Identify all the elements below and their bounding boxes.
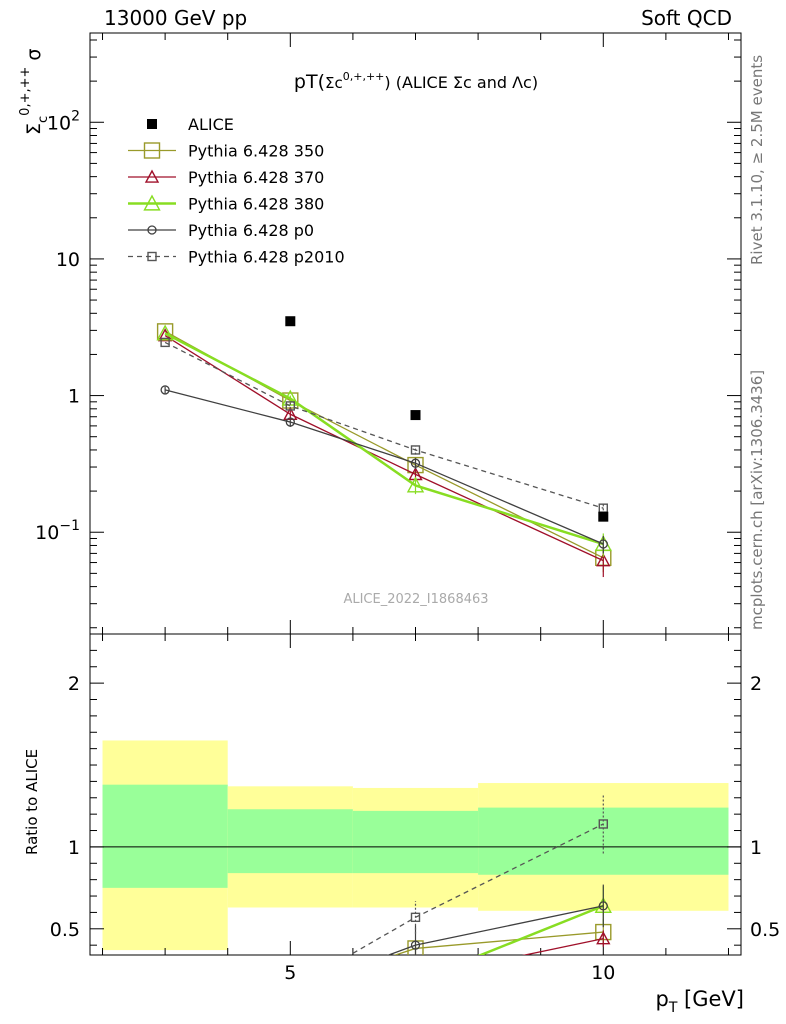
legend-label: Pythia 6.428 380	[188, 195, 324, 214]
point-pythia-6-428-380	[408, 974, 423, 988]
point-pythia-6-428-p2010	[410, 445, 421, 455]
y-tick-label-ratio-right: 0.5	[750, 919, 780, 941]
ratio-uncertainty-bands	[102, 740, 729, 951]
y-tick-label-ratio: 1	[68, 837, 80, 859]
series-pythia-6-428-370-ratio	[159, 930, 611, 1007]
series-line-pythia-6-428-370	[521, 937, 604, 955]
legend-label: Pythia 6.428 370	[188, 168, 324, 187]
point-pythia-6-428-p0	[598, 539, 608, 549]
legend-marker	[147, 251, 157, 262]
point-alice	[285, 316, 296, 327]
legend-marker	[144, 169, 160, 183]
point-pythia-6-428-p2010	[286, 985, 294, 993]
band-green-0	[102, 784, 228, 888]
header-right-label: Soft QCD	[641, 6, 732, 30]
point-pythia-6-428-p0	[286, 987, 294, 995]
point-pythia-6-428-p0	[598, 901, 608, 911]
point-pythia-6-428-p0	[410, 458, 421, 468]
point-pythia-6-428-p2010	[285, 401, 296, 411]
point-pythia-6-428-p0	[160, 385, 170, 395]
legend-marker	[143, 142, 161, 159]
series-pythia-6-428-380-main	[156, 324, 612, 557]
point-pythia-6-428-p0	[410, 940, 421, 950]
series-line-pythia-6-428-p0	[386, 905, 604, 955]
series-pythia-6-428-p0-main	[160, 385, 608, 554]
series-pythia-6-428-p2010-ratio	[161, 794, 608, 1005]
legend-label: ALICE	[188, 115, 234, 134]
point-pythia-6-428-370	[410, 972, 422, 983]
series-pythia-6-428-350-main	[156, 323, 612, 573]
band-green-1	[227, 809, 353, 874]
point-pythia-6-428-370	[284, 985, 296, 996]
legend-label: Pythia 6.428 350	[188, 142, 324, 161]
point-pythia-6-428-380	[283, 984, 298, 998]
y-tick-label-main: 102	[47, 108, 80, 134]
legend-item-pythia-6-428-380: Pythia 6.428 380	[128, 195, 324, 214]
y-tick-label-ratio: 0.5	[50, 919, 80, 941]
chart-labels: pT(Σc0,+,++) (ALICE Σc and Λc) Σc0,+,++ σ…	[18, 49, 744, 1016]
point-alice	[598, 511, 609, 522]
legend-label: Pythia 6.428 p0	[188, 221, 314, 240]
y-tick-label-main: 1	[68, 386, 80, 408]
legend-marker	[147, 225, 157, 235]
series-line-pythia-6-428-380	[164, 332, 604, 546]
legend-marker	[143, 194, 161, 211]
series-line-pythia-6-428-p2010	[164, 341, 604, 509]
series-line-pythia-6-428-350	[393, 931, 604, 955]
point-pythia-6-428-380	[156, 324, 174, 341]
legend: ALICE Pythia 6.428 350 Pythia 6.428 370 Pyt…	[128, 115, 345, 267]
legend-item-alice: ALICE	[147, 115, 234, 134]
y-tick-label-ratio: 2	[68, 673, 80, 695]
point-pythia-6-428-p0	[161, 998, 169, 1006]
legend-item-pythia-6-428-350: Pythia 6.428 350	[128, 142, 324, 161]
y-tick-label-ratio-right: 1	[750, 837, 762, 859]
point-pythia-6-428-350	[283, 982, 298, 997]
point-pythia-6-428-p0	[285, 417, 295, 427]
point-pythia-6-428-350	[158, 993, 173, 1008]
main-panel-series	[156, 316, 612, 578]
chart-title: pT(Σc0,+,++) (ALICE Σc and Λc)	[294, 70, 538, 93]
series-line-pythia-6-428-370	[164, 334, 604, 562]
main-panel-axes: 10−1 1 10 102	[35, 32, 742, 635]
band-green-2	[352, 810, 479, 874]
point-pythia-6-428-p2010	[161, 997, 169, 1005]
ratio-panel-series	[158, 794, 612, 1009]
header-left-label: 13000 GeV pp	[104, 6, 248, 30]
point-pythia-6-428-380	[406, 476, 425, 493]
point-pythia-6-428-p2010	[160, 337, 170, 348]
x-tick-label: 5	[284, 962, 296, 984]
point-pythia-6-428-370	[596, 931, 611, 945]
analysis-watermark: ALICE_2022_I1868463	[343, 592, 488, 607]
series-line-pythia-6-428-380	[477, 904, 604, 955]
point-pythia-6-428-p2010	[598, 819, 608, 829]
y-axis-label-main: Σc0,+,++ σ	[18, 49, 51, 135]
y-tick-label-main: 10	[56, 249, 80, 271]
point-pythia-6-428-380	[281, 389, 299, 406]
series-line-pythia-6-428-p0	[164, 389, 604, 545]
legend-label: Pythia 6.428 p2010	[188, 248, 345, 267]
point-pythia-6-428-p2010	[410, 912, 421, 923]
legend-item-pythia-6-428-370: Pythia 6.428 370	[128, 168, 324, 187]
point-pythia-6-428-380	[158, 995, 173, 1009]
series-alice-main	[285, 316, 609, 522]
point-alice	[410, 410, 421, 421]
y-tick-label-main: 10−1	[35, 518, 80, 544]
x-axis-label: pT [GeV]	[655, 987, 744, 1016]
legend-item-pythia-6-428-p2010: Pythia 6.428 p2010	[128, 248, 345, 267]
legend-item-pythia-6-428-p0: Pythia 6.428 p0	[128, 221, 314, 240]
legend-marker	[147, 119, 157, 129]
point-pythia-6-428-370	[159, 996, 171, 1007]
point-pythia-6-428-370	[596, 553, 611, 567]
x-tick-label: 10	[591, 962, 615, 984]
y-axis-label-ratio: Ratio to ALICE	[23, 749, 41, 855]
y-tick-label-ratio-right: 2	[750, 673, 762, 695]
